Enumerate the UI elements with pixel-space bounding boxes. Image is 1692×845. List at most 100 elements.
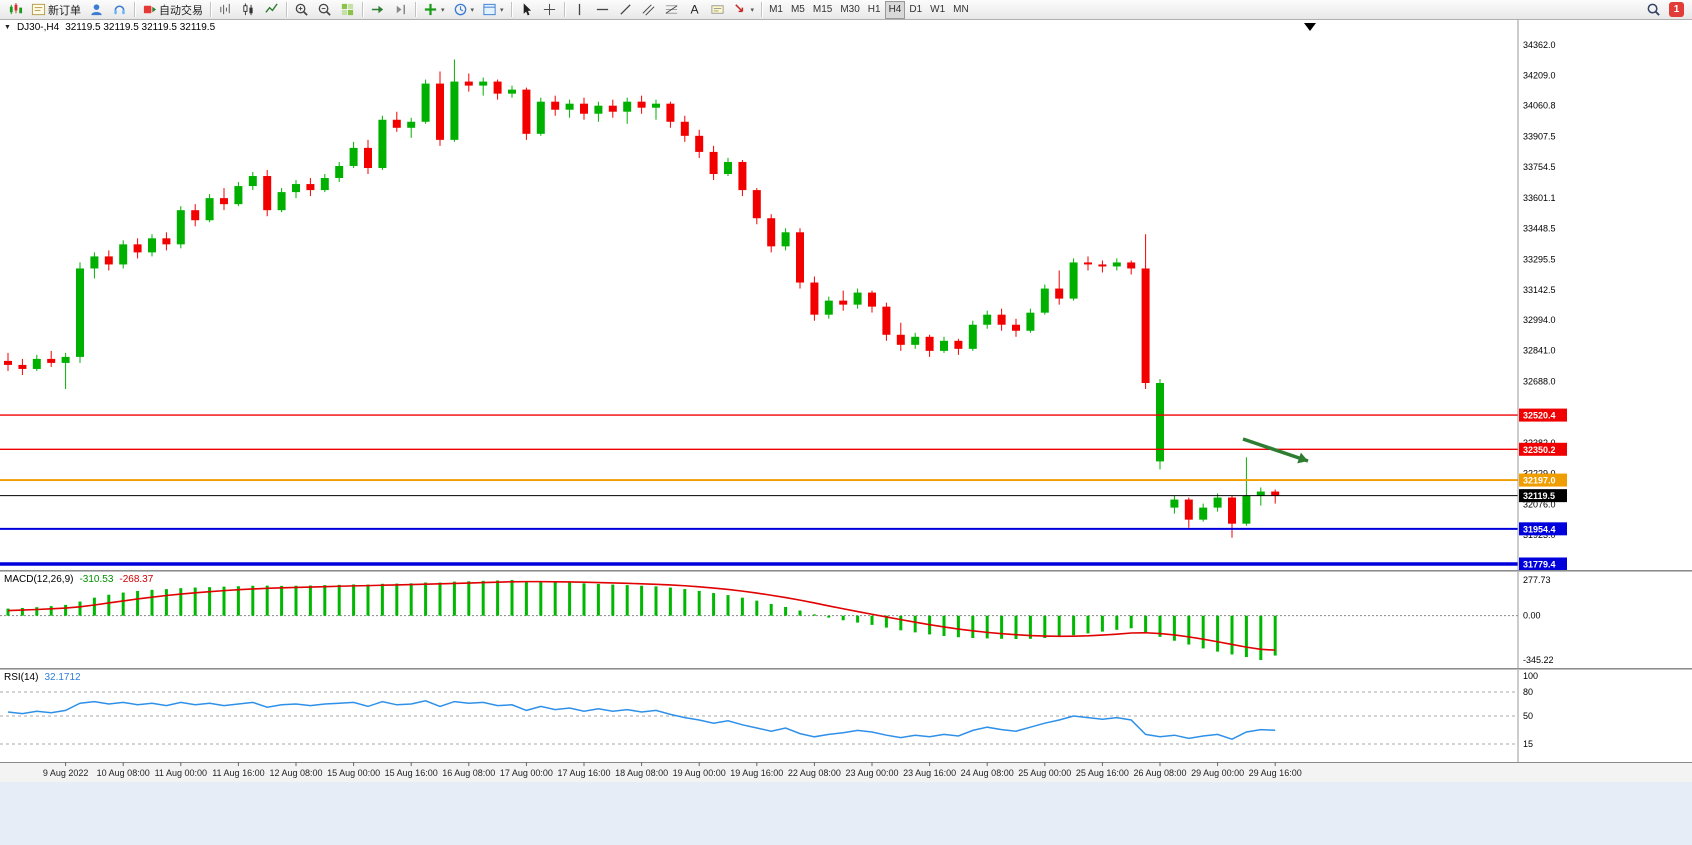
svg-text:80: 80 — [1523, 687, 1533, 697]
svg-text:25 Aug 00:00: 25 Aug 00:00 — [1018, 768, 1071, 778]
toolbar-separator — [415, 2, 416, 17]
autotrade-icon — [143, 5, 157, 14]
svg-text:31954.4: 31954.4 — [1523, 524, 1556, 534]
svg-text:9 Aug 2022: 9 Aug 2022 — [43, 768, 89, 778]
horizontal-line-button[interactable] — [591, 1, 614, 19]
zoom-in-button[interactable] — [290, 1, 313, 19]
timeframe-m15-button[interactable]: M15 — [809, 1, 836, 19]
toolbar-separator — [362, 2, 363, 17]
timeframe-m30-button[interactable]: M30 — [836, 1, 863, 19]
text-icon: A — [690, 3, 699, 17]
timeframe-h1-button-label: H1 — [867, 4, 881, 15]
search-button[interactable] — [1642, 1, 1665, 19]
trend-arrow-annotation — [1242, 437, 1309, 464]
trendline-button[interactable] — [614, 1, 637, 19]
vertical-line-button[interactable] — [568, 1, 591, 19]
timeframe-h1-button[interactable]: H1 — [864, 1, 885, 19]
bar-chart-button[interactable] — [214, 1, 237, 19]
hline-icon — [596, 8, 608, 11]
price-chart-panel[interactable]: 34362.0 34209.0 34060.8 33907.5 33754.5 33601… — [0, 20, 1692, 570]
svg-text:32119.5: 32119.5 — [1523, 491, 1555, 501]
svg-text:32520.4: 32520.4 — [1523, 411, 1556, 421]
crosshair-icon — [543, 3, 555, 16]
one-click-collapse-icon[interactable]: ▼ — [4, 24, 11, 31]
channel-button[interactable] — [637, 1, 660, 19]
svg-text:23 Aug 00:00: 23 Aug 00:00 — [845, 768, 898, 778]
macd-main-value: -310.53 — [79, 574, 114, 585]
macd-chart: 277.73 0.00 -345.22 — [0, 572, 1554, 668]
person-icon — [91, 4, 102, 16]
timeframe-h4-button[interactable]: H4 — [884, 0, 906, 19]
candlestick-chart-button[interactable] — [237, 1, 260, 19]
arrows-button[interactable]: ▾ — [729, 1, 759, 19]
svg-text:17 Aug 16:00: 17 Aug 16:00 — [557, 768, 610, 778]
timeframe-mn-button[interactable]: MN — [949, 1, 973, 19]
cursor-button[interactable] — [515, 1, 538, 19]
svg-text:34362.0: 34362.0 — [1523, 40, 1556, 50]
timeframe-m1-button-label: M1 — [769, 4, 783, 15]
tiles-icon — [341, 3, 354, 16]
line-chart-button[interactable] — [260, 1, 283, 19]
fibo-icon — [665, 5, 677, 14]
timeframe-d1-button[interactable]: D1 — [905, 1, 926, 19]
svg-text:50: 50 — [1523, 711, 1533, 721]
svg-text:A: A — [690, 3, 699, 17]
news-button[interactable] — [108, 1, 131, 19]
macd-panel-splitter[interactable] — [0, 570, 1692, 572]
new-chart-button[interactable] — [4, 1, 27, 19]
svg-text:0.00: 0.00 — [1523, 611, 1541, 621]
svg-text:15: 15 — [1523, 739, 1533, 749]
order-icon — [31, 3, 46, 16]
toolbar-right: 1 — [1642, 0, 1688, 19]
timeframe-m15-button-label: M15 — [812, 4, 833, 15]
macd-title: MACD(12,26,9) -310.53 -268.37 — [4, 574, 153, 585]
time-labels: 9 Aug 2022 10 Aug 08:00 11 Aug 00:00 11 Aug… — [43, 762, 1302, 778]
text-button[interactable]: A — [683, 1, 706, 19]
new-order-button[interactable]: 新订单 — [27, 1, 85, 19]
svg-text:22 Aug 08:00: 22 Aug 08:00 — [788, 768, 841, 778]
rsi-levels — [0, 691, 1518, 745]
svg-text:32197.0: 32197.0 — [1523, 476, 1556, 486]
time-axis-scale: 9 Aug 2022 10 Aug 08:00 11 Aug 00:00 11 Aug… — [0, 762, 1692, 778]
auto-trading-button[interactable]: 自动交易 — [138, 1, 207, 19]
candlestick-chart[interactable]: 34362.0 34209.0 34060.8 33907.5 33754.5 33601… — [0, 20, 1692, 570]
timeframe-w1-button[interactable]: W1 — [926, 1, 949, 19]
notification-count-badge: 1 — [1669, 2, 1684, 17]
svg-text:32350.2: 32350.2 — [1523, 445, 1556, 455]
svg-text:17 Aug 00:00: 17 Aug 00:00 — [500, 768, 553, 778]
zoom-out-button[interactable] — [313, 1, 336, 19]
chart-shift-button[interactable] — [389, 1, 412, 19]
time-axis[interactable]: 9 Aug 2022 10 Aug 08:00 11 Aug 00:00 11 Aug… — [0, 762, 1692, 782]
rsi-panel[interactable]: 100 80 50 15 RSI(14) 32.1712 — [0, 670, 1692, 762]
svg-text:32841.0: 32841.0 — [1523, 346, 1556, 356]
svg-text:100: 100 — [1523, 671, 1538, 681]
macd-panel[interactable]: 277.73 0.00 -345.22 MACD(12,26,9) -310.53 … — [0, 572, 1692, 668]
chart-window[interactable]: 34362.0 34209.0 34060.8 33907.5 33754.5 33601… — [0, 20, 1692, 845]
rsi-axis: 100 80 50 15 — [1523, 671, 1538, 749]
svg-text:19 Aug 00:00: 19 Aug 00:00 — [673, 768, 726, 778]
tile-windows-button[interactable] — [336, 1, 359, 19]
label-button[interactable] — [706, 1, 729, 19]
svg-text:18 Aug 08:00: 18 Aug 08:00 — [615, 768, 668, 778]
rsi-value: 32.1712 — [44, 672, 81, 683]
crosshair-button[interactable] — [538, 1, 561, 19]
chart-shift-marker[interactable] — [1304, 23, 1316, 31]
cursor-icon — [523, 3, 531, 16]
rsi-panel-splitter[interactable] — [0, 668, 1692, 670]
svg-text:34060.8: 34060.8 — [1523, 101, 1556, 111]
svg-text:12 Aug 08:00: 12 Aug 08:00 — [269, 768, 322, 778]
periods-button[interactable]: ▾ — [449, 1, 479, 19]
timeframe-m5-button[interactable]: M5 — [787, 1, 809, 19]
candles-icon — [9, 2, 23, 15]
macd-signal-line — [7, 580, 1276, 651]
fibonacci-button[interactable] — [660, 1, 683, 19]
timeframe-d1-button-label: D1 — [909, 4, 923, 15]
auto-scroll-button[interactable] — [366, 1, 389, 19]
templates-button[interactable]: ▾ — [478, 1, 508, 19]
profile-button[interactable] — [85, 1, 108, 19]
zoomout-icon — [318, 3, 331, 16]
indicators-button[interactable]: ▾ — [419, 1, 449, 19]
notifications-button[interactable]: 1 — [1665, 1, 1688, 19]
timeframe-m1-button[interactable]: M1 — [765, 1, 787, 19]
candle-icon — [243, 3, 253, 16]
